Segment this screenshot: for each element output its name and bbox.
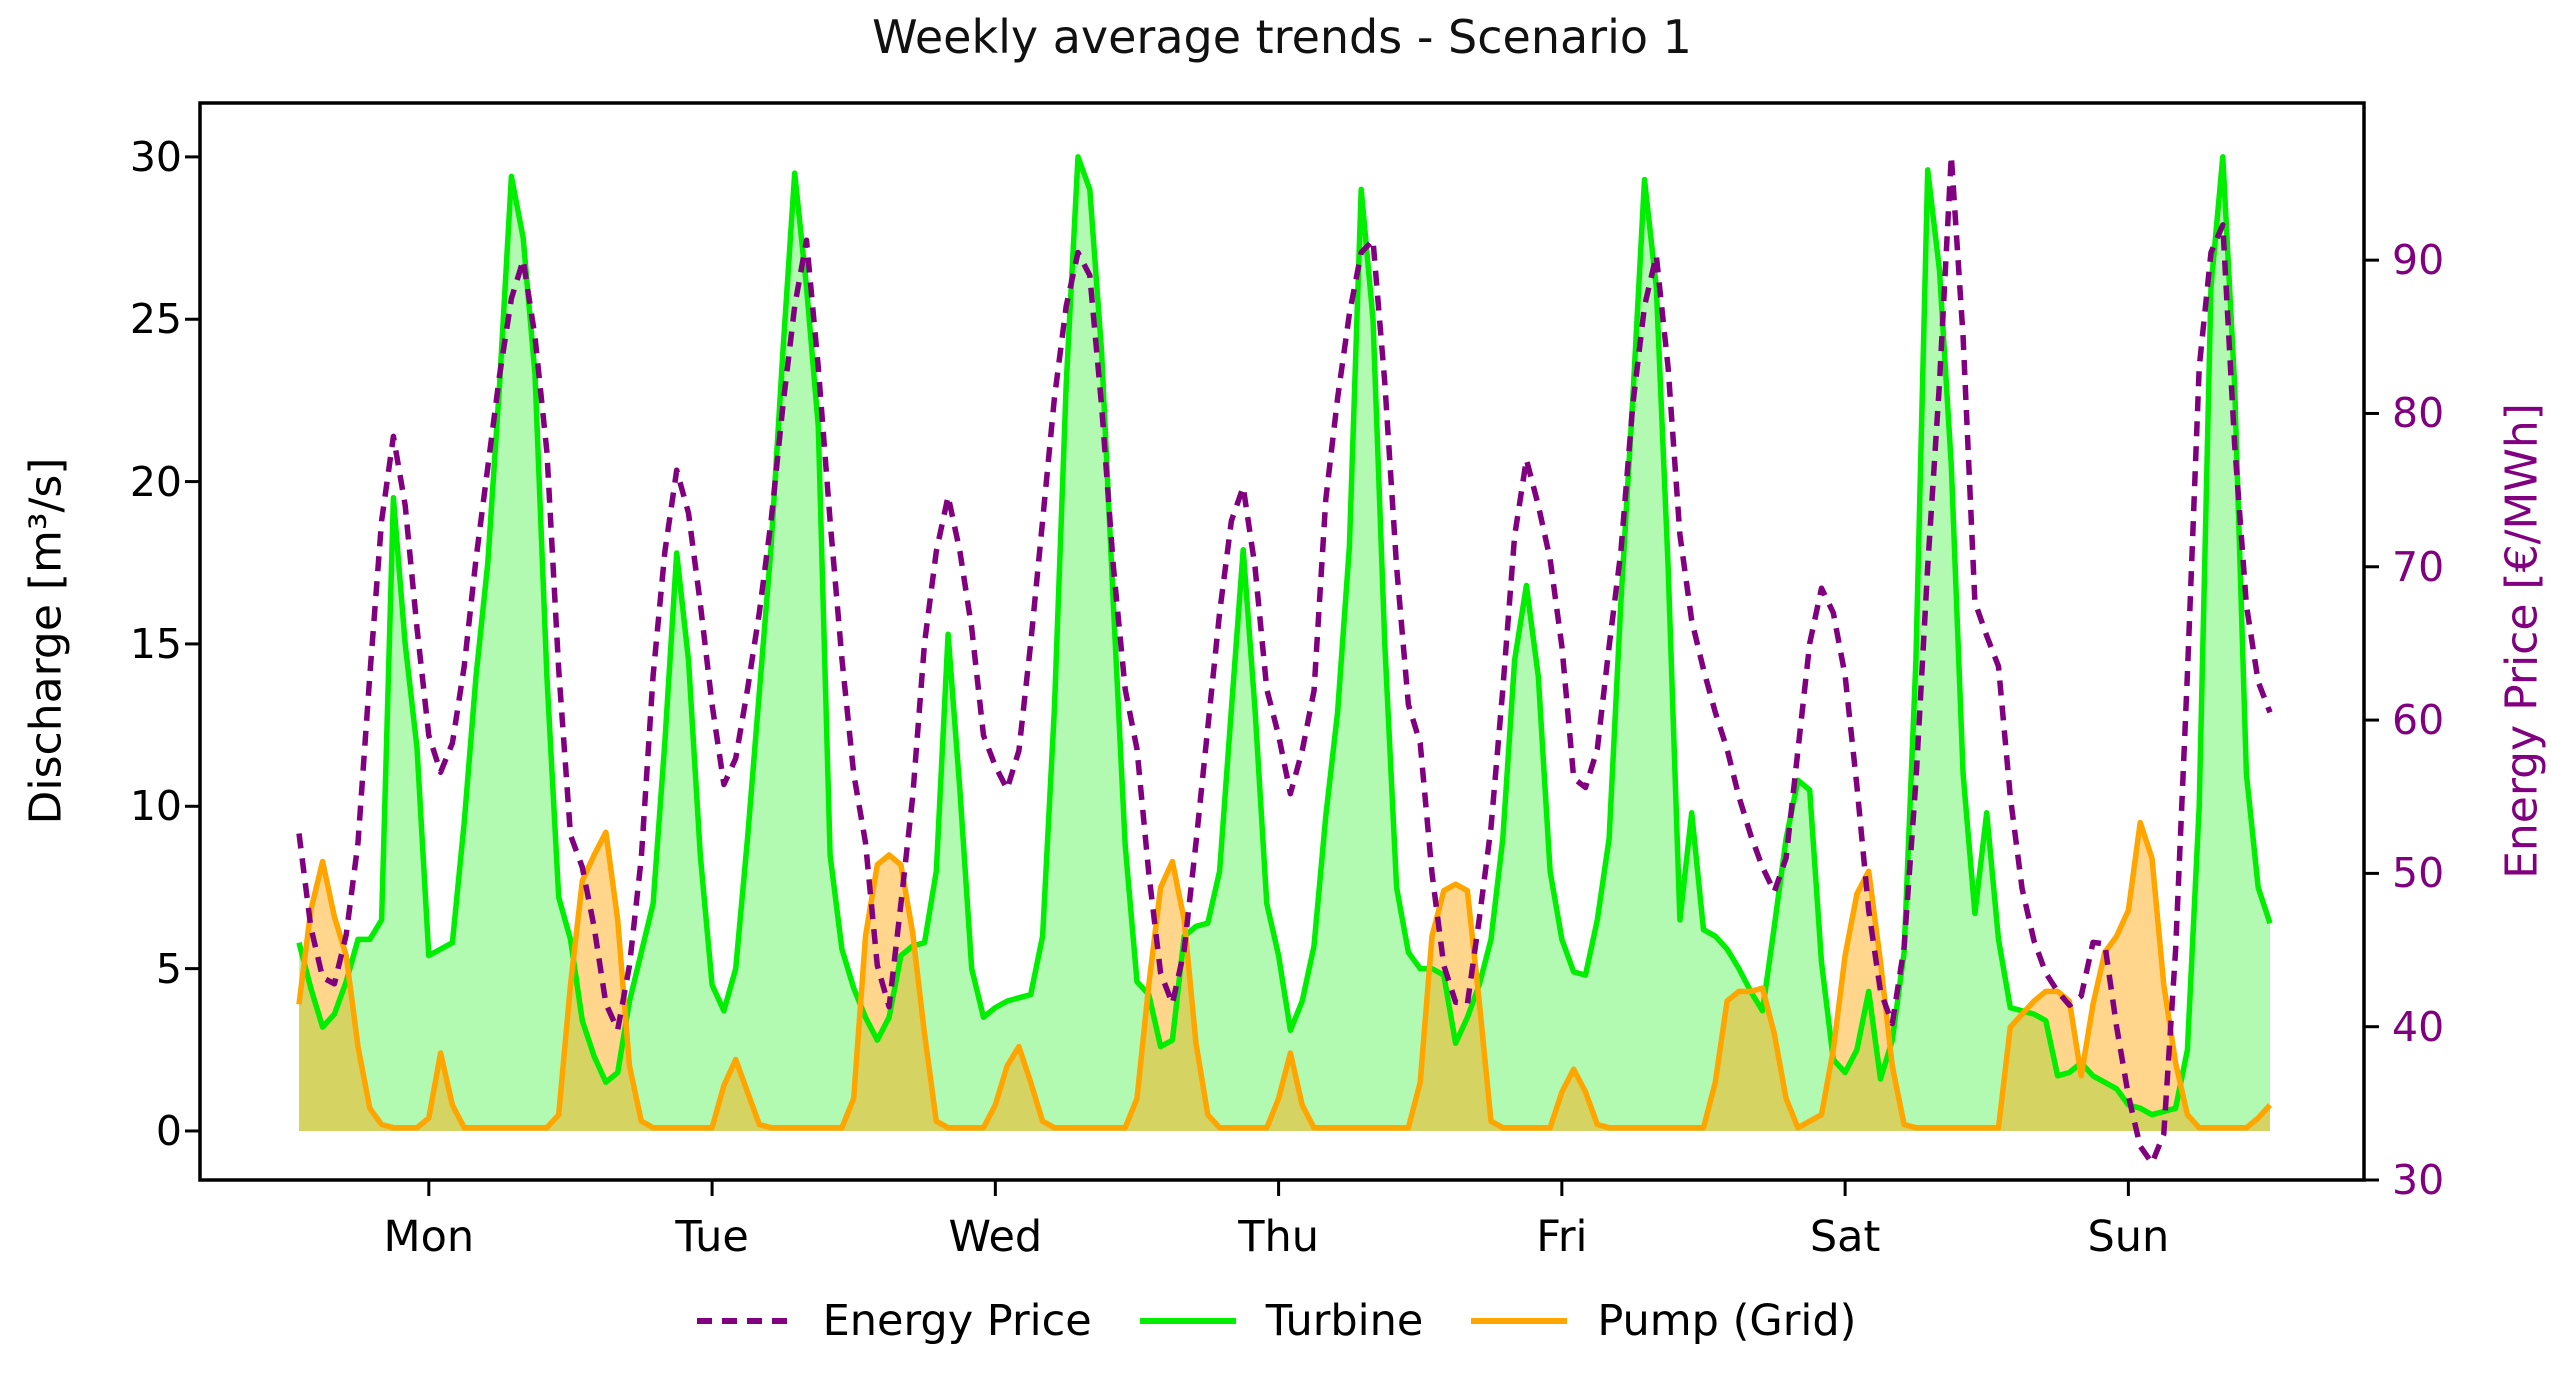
left-y-tick-label: 5 bbox=[155, 944, 182, 993]
energy-price-legend-sample bbox=[696, 1318, 793, 1324]
day-label-sun: Sun bbox=[2087, 1212, 2170, 1262]
legend-item-pump: Pump (Grid) bbox=[1469, 1296, 1856, 1346]
right-y-tick-label: 40 bbox=[2392, 1002, 2445, 1051]
legend-label-turbine: Turbine bbox=[1265, 1296, 1424, 1346]
pump-legend-sample bbox=[1471, 1318, 1568, 1324]
chart-title: Weekly average trends - Scenario 1 bbox=[872, 10, 1692, 64]
left-y-tick-label: 20 bbox=[129, 457, 182, 506]
legend-label-energy-price: Energy Price bbox=[822, 1296, 1092, 1346]
day-label-mon: Mon bbox=[383, 1212, 475, 1262]
legend: Energy Price Turbine Pump (Grid) bbox=[0, 1296, 2551, 1346]
right-y-tick-label: 50 bbox=[2392, 849, 2445, 898]
turbine-area-fill bbox=[299, 156, 2270, 1131]
left-y-tick-label: 0 bbox=[155, 1106, 182, 1155]
right-y-tick-label: 60 bbox=[2392, 696, 2445, 745]
left-y-tick-label: 30 bbox=[129, 132, 182, 181]
legend-label-pump: Pump (Grid) bbox=[1597, 1296, 1857, 1346]
right-y-tick-label: 30 bbox=[2392, 1156, 2445, 1204]
left-y-tick-label: 25 bbox=[129, 295, 182, 344]
right-y-tick-label: 90 bbox=[2392, 236, 2445, 285]
pump-line bbox=[296, 819, 2273, 1131]
turbine-legend-sample bbox=[1139, 1318, 1236, 1324]
legend-item-turbine: Turbine bbox=[1138, 1296, 1424, 1346]
legend-item-energy-price: Energy Price bbox=[695, 1296, 1092, 1346]
right-y-tick-label: 70 bbox=[2392, 542, 2445, 591]
energy-price-line bbox=[296, 153, 2273, 1166]
day-label-sat: Sat bbox=[1809, 1212, 1881, 1262]
day-label-fri: Fri bbox=[1536, 1212, 1588, 1262]
left-y-tick-label: 15 bbox=[129, 619, 182, 668]
day-label-thu: Thu bbox=[1238, 1212, 1319, 1262]
axis-tick-marks bbox=[185, 155, 2379, 1196]
left-y-tick-label: 10 bbox=[129, 782, 182, 831]
right-y-tick-label: 80 bbox=[2392, 389, 2445, 438]
day-label-tue: Tue bbox=[675, 1212, 749, 1262]
plot-frame bbox=[198, 101, 2366, 1182]
day-label-wed: Wed bbox=[948, 1212, 1043, 1262]
